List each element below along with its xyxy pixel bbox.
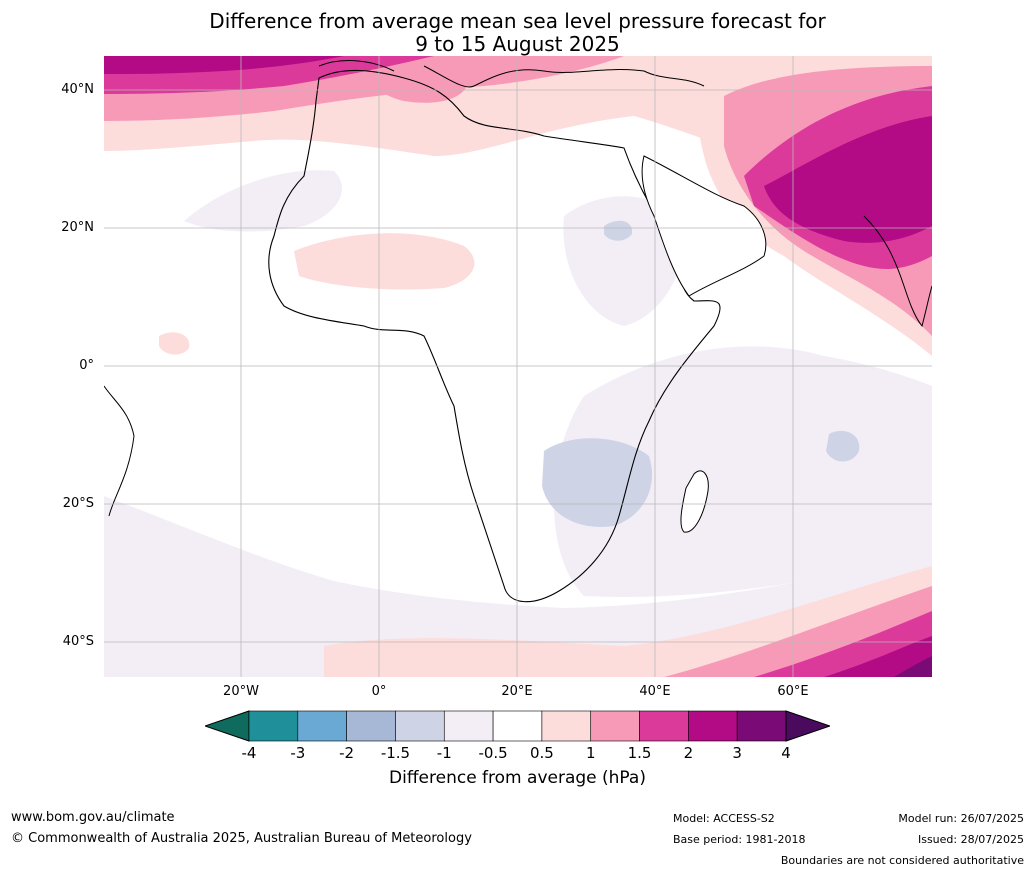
colorbar-bin (688, 710, 738, 742)
colorbar-tick-label: 0.5 (529, 744, 554, 762)
footer-disclaimer: Boundaries are not considered authoritat… (780, 854, 1024, 867)
anomaly-region-atlantic-lavender (184, 170, 343, 232)
chart-title: Difference from average mean sea level p… (0, 10, 1035, 56)
anomaly-region-indian-ocean-lavender (554, 346, 932, 597)
footer-model: Model: ACCESS-S2 (673, 812, 775, 825)
lat-label-40n: 40°N (61, 82, 94, 97)
colorbar-bin (297, 710, 347, 742)
footer-url[interactable]: www.bom.gov.au/climate (11, 810, 175, 825)
colorbar-extend-high (785, 710, 830, 742)
title-line-2: 9 to 15 August 2025 (415, 32, 620, 56)
colorbar-bin (248, 710, 299, 742)
lon-label-0: 0° (371, 684, 387, 699)
colorbar-tick-label: 1 (585, 744, 596, 762)
anomaly-region-north-dark (104, 56, 344, 74)
india-outline (863, 215, 932, 328)
graticule (104, 56, 932, 677)
lat-label-40s: 40°S (62, 634, 94, 649)
pressure-anomaly-map (104, 56, 932, 677)
lat-label-20n: 20°N (61, 220, 94, 235)
lon-label-40e: 40°E (639, 684, 671, 699)
anomaly-region-southeast-deepest (894, 656, 932, 677)
colorbar-tick-label: -1 (436, 744, 452, 762)
colorbar-tick-label: -0.5 (478, 744, 508, 762)
anomaly-region-south-asia-dark (764, 116, 932, 243)
colorbar (205, 710, 830, 742)
anomaly-region-southeast-dark (824, 636, 932, 677)
colorbar-tick-label: 3 (732, 744, 742, 762)
colorbar-bin (346, 710, 396, 742)
colorbar-tick-label: 1.5 (627, 744, 652, 762)
colorbar-bin (395, 710, 445, 742)
anomaly-region-atlantic-pink (159, 332, 190, 355)
colorbar-extend-low (205, 710, 250, 742)
madagascar-outline (680, 470, 709, 533)
anomaly-region-arabia-lavender (563, 196, 685, 326)
lon-label-20e: 20°E (501, 684, 533, 699)
south-america-coastline (104, 385, 135, 517)
colorbar-tick-label: -3 (290, 744, 306, 762)
colorbar-bin (541, 710, 592, 742)
lat-label-0: 0° (79, 358, 94, 373)
footer-copyright: © Commonwealth of Australia 2025, Austra… (11, 831, 472, 846)
footer-model-run: Model run: 26/07/2025 (898, 812, 1024, 825)
anomaly-region-southern-africa-blue (542, 438, 653, 527)
arabia-outline (641, 155, 767, 297)
footer-issued: Issued: 28/07/2025 (917, 833, 1024, 846)
colorbar-bin (736, 710, 787, 742)
europe-coastline (318, 60, 705, 88)
colorbar-bin (492, 710, 543, 742)
colorbar-bin (443, 710, 494, 742)
title-line-1: Difference from average mean sea level p… (209, 9, 826, 33)
lon-label-20w: 20°W (223, 684, 259, 699)
colorbar-tick-label: -2 (339, 744, 355, 762)
colorbar-bin (639, 710, 689, 742)
lat-label-20s: 20°S (62, 496, 94, 511)
anomaly-region-arabia-blue (604, 220, 633, 241)
anomaly-region-sahel-pink (294, 233, 475, 290)
colorbar-bin (590, 710, 640, 742)
colorbar-tick-label: 4 (781, 744, 791, 762)
colorbar-tick-label: -1.5 (380, 744, 411, 762)
lon-label-60e: 60°E (777, 684, 809, 699)
colorbar-tick-label: -4 (241, 744, 257, 762)
colorbar-label: Difference from average (hPa) (389, 768, 646, 788)
footer-base-period: Base period: 1981-2018 (673, 833, 806, 846)
colorbar-tick-label: 2 (683, 744, 694, 762)
africa-coastline (268, 69, 721, 603)
anomaly-region-indian-blue-patch (826, 430, 860, 462)
